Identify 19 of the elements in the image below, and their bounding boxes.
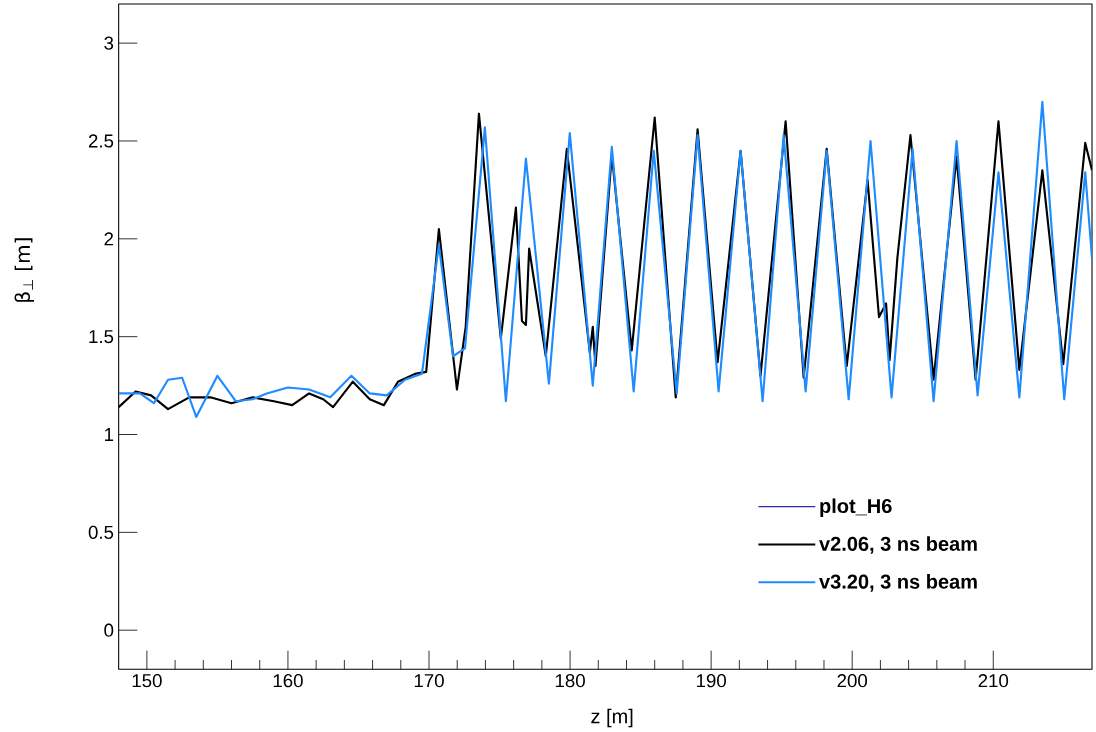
y-tick-label: 1 [104,428,114,441]
legend-label: v2.06, 3 ns beam [819,536,977,554]
y-tick-label: 0.5 [88,525,114,539]
legend-label: v3.20, 3 ns beam [819,574,977,592]
x-tick-label: 210 [978,674,1009,688]
x-tick-label: 180 [555,674,585,688]
y-tick-label: 2 [104,232,114,246]
x-tick-label: 170 [414,674,444,688]
y-tick-label: 3 [104,36,114,50]
y-tick-label: 1.5 [89,330,114,344]
y-tick-label: 2.5 [88,134,114,148]
x-tick-label: 190 [696,674,726,688]
x-tick-label: 160 [273,674,303,688]
x-axis-title: z [m] [591,708,633,728]
x-tick-label: 200 [837,674,868,688]
x-tick-label: 150 [132,674,162,688]
y-axis-title: β$_{⊥}$ [m] [14,238,34,302]
y-tick-label: 0 [104,623,114,637]
legend-label: plot_H6 [820,498,892,518]
